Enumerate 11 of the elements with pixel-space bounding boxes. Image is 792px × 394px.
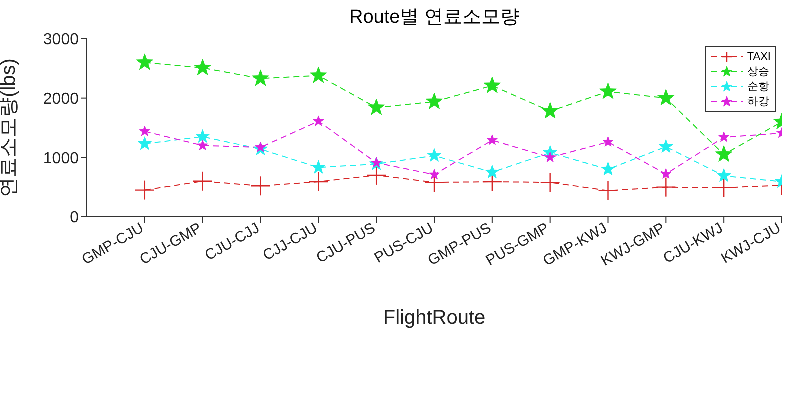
legend-label: 하강 xyxy=(747,95,770,109)
legend-label: TAXI xyxy=(747,50,771,62)
x-axis-title: FlightRoute xyxy=(383,307,486,329)
chart-title: Route별 연료소모량 xyxy=(348,6,520,30)
y-tick-label: 2000 xyxy=(43,91,80,108)
y-axis-title: 연료소모량(lbs) xyxy=(0,58,20,198)
legend-label: 상승 xyxy=(747,65,770,79)
y-tick-label: 0 xyxy=(70,210,80,227)
y-tick-label: 1000 xyxy=(43,150,80,168)
y-tick-label: 3000 xyxy=(43,32,80,49)
legend-label: 순항 xyxy=(747,80,770,94)
